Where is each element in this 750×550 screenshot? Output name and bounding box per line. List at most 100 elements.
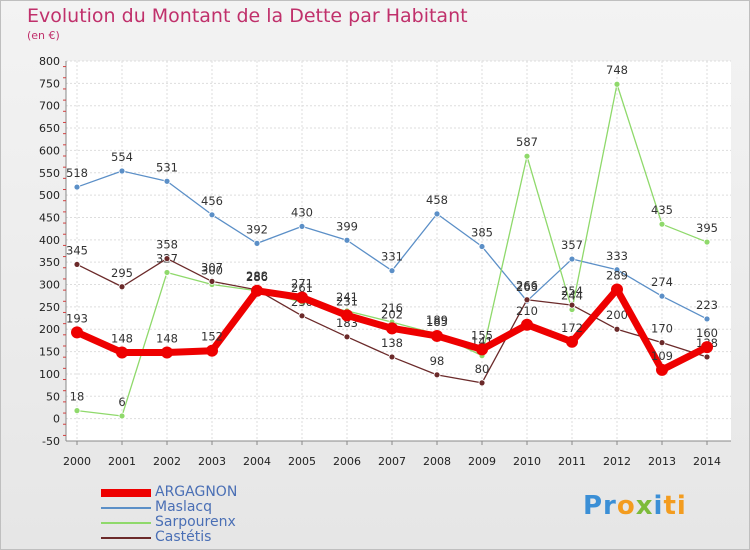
legend-swatch: [101, 507, 151, 509]
data-point: [521, 318, 533, 331]
legend-label: Sarpourenx: [155, 514, 236, 530]
y-tick-label: 650: [39, 122, 60, 135]
data-point: [703, 238, 711, 246]
chart-title: Evolution du Montant de la Dette par Hab…: [27, 5, 468, 27]
data-label: 223: [696, 298, 718, 312]
data-point: [388, 267, 396, 275]
data-label: 345: [66, 243, 88, 257]
y-tick-label: 150: [39, 346, 60, 359]
x-tick-label: 2003: [198, 455, 226, 468]
data-point: [613, 80, 621, 88]
data-label: 148: [111, 331, 133, 345]
legend-swatch: [101, 537, 151, 539]
data-label: 160: [696, 326, 718, 340]
data-label: 254: [561, 284, 583, 298]
data-point: [118, 283, 126, 291]
data-point: [118, 167, 126, 175]
data-point: [343, 333, 351, 341]
proxiti-logo: Proxiti: [583, 491, 687, 521]
x-tick-label: 2012: [603, 455, 631, 468]
data-point: [613, 266, 621, 274]
data-label: 271: [291, 276, 313, 290]
data-point: [658, 339, 666, 347]
data-point: [208, 277, 216, 285]
data-point: [523, 296, 531, 304]
logo-part: ti: [663, 491, 687, 521]
data-label: 430: [291, 205, 313, 219]
data-label: 357: [561, 238, 583, 252]
data-label: 216: [381, 301, 403, 315]
data-label: 193: [66, 311, 88, 325]
data-label: 333: [606, 249, 628, 263]
data-point: [298, 312, 306, 320]
y-tick-label: -50: [42, 435, 60, 448]
data-point: [476, 343, 488, 356]
data-point: [658, 220, 666, 228]
y-tick-label: 750: [39, 77, 60, 90]
y-tick-label: 0: [53, 413, 60, 426]
data-label: 331: [381, 250, 403, 264]
data-point: [163, 255, 171, 263]
data-point: [161, 346, 173, 359]
data-label: 109: [651, 349, 673, 363]
logo-part: x: [635, 491, 654, 521]
data-label: 189: [426, 313, 448, 327]
data-point: [701, 341, 713, 354]
data-label: 274: [651, 275, 673, 289]
y-tick-label: 250: [39, 301, 60, 314]
y-tick-label: 350: [39, 256, 60, 269]
data-label: 395: [696, 221, 718, 235]
data-point: [611, 283, 623, 296]
y-tick-label: 300: [39, 279, 60, 292]
data-point: [73, 407, 81, 415]
data-point: [478, 379, 486, 387]
data-point: [298, 223, 306, 230]
data-label: 399: [336, 219, 358, 233]
data-point: [73, 183, 81, 191]
data-point: [433, 371, 441, 379]
data-point: [208, 211, 216, 219]
legend-label: ARGAGNON: [155, 484, 238, 500]
data-label: 185: [426, 315, 448, 329]
data-label: 266: [516, 279, 538, 293]
y-tick-label: 450: [39, 211, 60, 224]
data-label: 385: [471, 226, 493, 240]
data-point: [703, 315, 711, 323]
x-tick-label: 2007: [378, 455, 406, 468]
y-tick-label: 100: [39, 368, 60, 381]
legend-label: Maslacq: [155, 499, 213, 515]
y-tick-label: 50: [46, 390, 60, 403]
data-label: 587: [516, 135, 538, 149]
data-label: 98: [430, 354, 445, 368]
data-label: 289: [606, 268, 628, 282]
data-label: 307: [201, 260, 223, 274]
data-point: [341, 309, 353, 322]
data-label: 263: [516, 280, 538, 294]
data-label: 286: [246, 270, 268, 284]
data-point: [613, 325, 621, 333]
data-point: [433, 210, 441, 218]
data-label: 18: [70, 390, 85, 404]
data-label: 261: [291, 281, 313, 295]
data-point: [116, 346, 128, 359]
legend-swatch: [101, 489, 151, 497]
data-label: 288: [246, 269, 268, 283]
data-label: 210: [516, 304, 538, 318]
data-label: 148: [156, 331, 178, 345]
data-point: [253, 239, 261, 247]
data-label: 231: [336, 294, 358, 308]
data-point: [163, 177, 171, 185]
data-label: 748: [606, 63, 628, 77]
data-point: [658, 292, 666, 300]
data-label: 202: [381, 307, 403, 321]
data-label: 152: [201, 330, 223, 344]
x-tick-label: 2014: [693, 455, 721, 468]
y-tick-label: 200: [39, 323, 60, 336]
data-label: 170: [651, 322, 673, 336]
data-point: [251, 284, 263, 297]
x-tick-label: 2006: [333, 455, 361, 468]
x-tick-label: 2000: [63, 455, 91, 468]
data-label: 458: [426, 193, 448, 207]
legend-label: Castétis: [155, 529, 212, 545]
